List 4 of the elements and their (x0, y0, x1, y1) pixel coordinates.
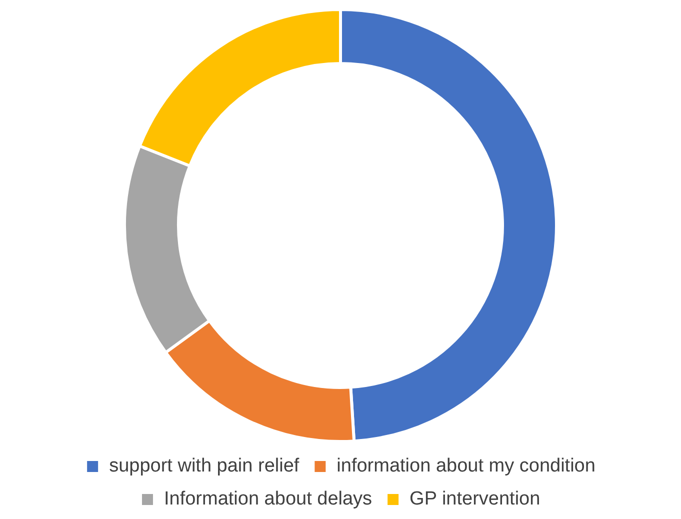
legend-label: GP intervention (410, 488, 540, 510)
legend-label: Information about delays (164, 488, 372, 510)
legend-label: information about my condition (336, 456, 596, 477)
legend-label: support with pain relief (109, 456, 300, 477)
